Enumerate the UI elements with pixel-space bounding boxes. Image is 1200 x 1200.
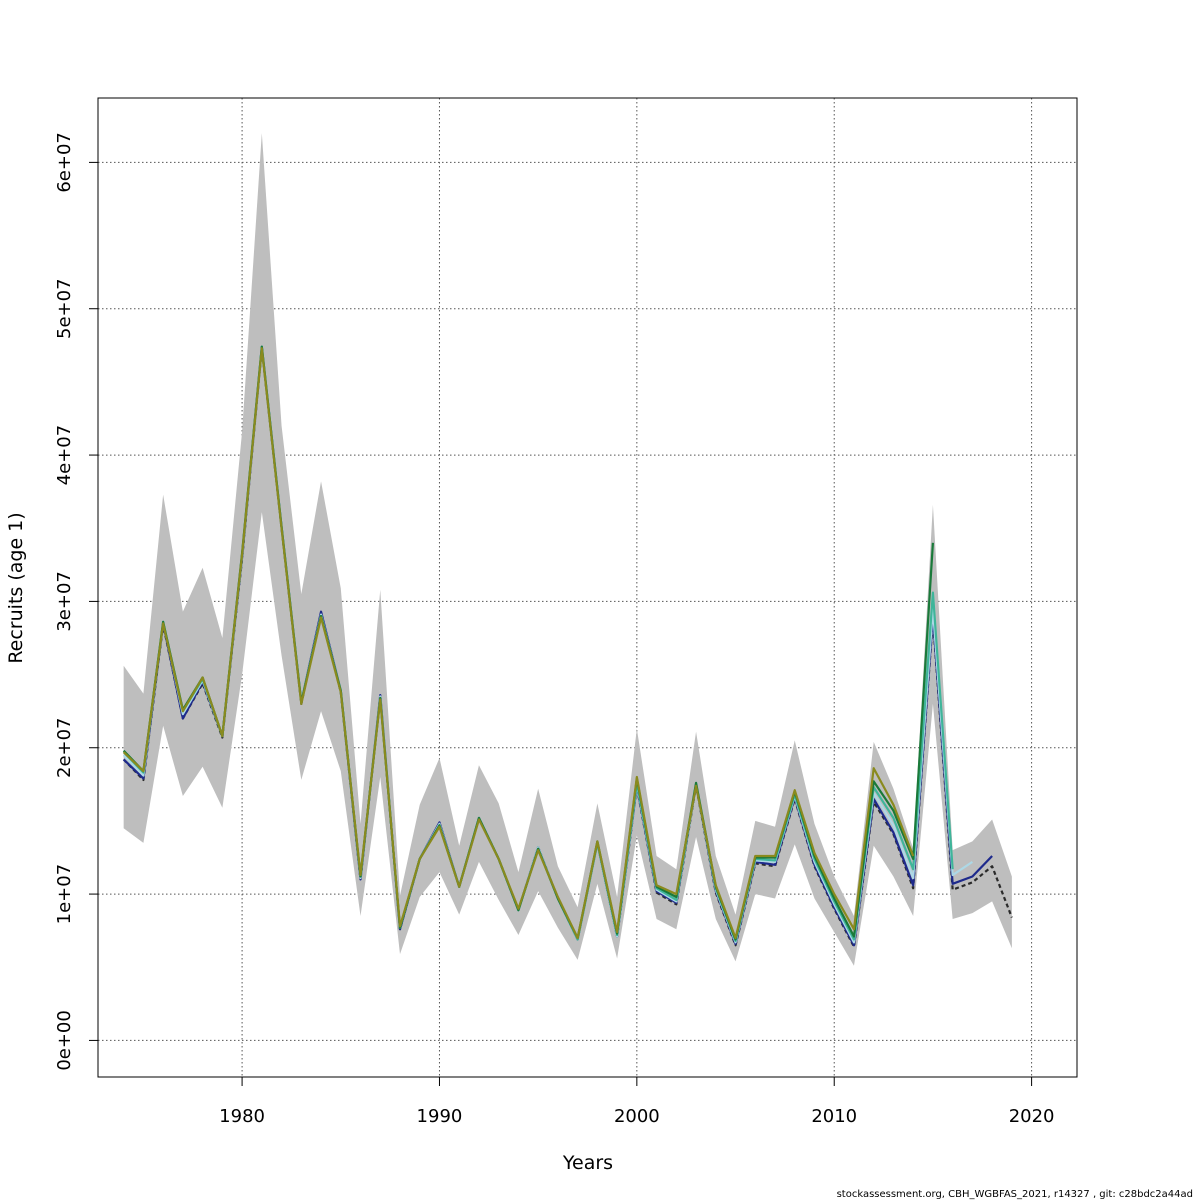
x-axis-title: Years [562, 1152, 613, 1174]
y-tick-label: 2e+07 [54, 717, 75, 778]
confidence-band-area [123, 133, 1012, 966]
x-tick-label: 2010 [811, 1106, 857, 1127]
series-lines [122, 345, 1013, 948]
x-axis: 1980 1990 2000 2010 2020 [219, 1077, 1055, 1127]
y-axis-title: Recruits (age 1) [5, 512, 27, 663]
y-tick-label: 6e+07 [54, 132, 75, 193]
y-tick-label: 4e+07 [54, 425, 75, 486]
y-axis: 0e+00 1e+07 2e+07 3e+07 4e+07 5e+07 6e+07 [54, 132, 98, 1071]
x-tick-label: 2000 [614, 1106, 660, 1127]
series-line-6 [122, 347, 915, 940]
y-tick-label: 5e+07 [54, 278, 75, 339]
x-tick-label: 1990 [417, 1106, 463, 1127]
x-tick-label: 1980 [219, 1106, 265, 1127]
confidence-band [123, 133, 1012, 966]
plot-frame [97, 97, 1078, 1078]
footer-credit: stockassessment.org, CBH_WGBFAS_2021, r1… [837, 1189, 1193, 1200]
y-tick-label: 3e+07 [54, 571, 75, 632]
y-tick-label: 1e+07 [54, 864, 75, 925]
x-tick-label: 2020 [1009, 1106, 1055, 1127]
y-tick-label: 0e+00 [54, 1010, 75, 1071]
